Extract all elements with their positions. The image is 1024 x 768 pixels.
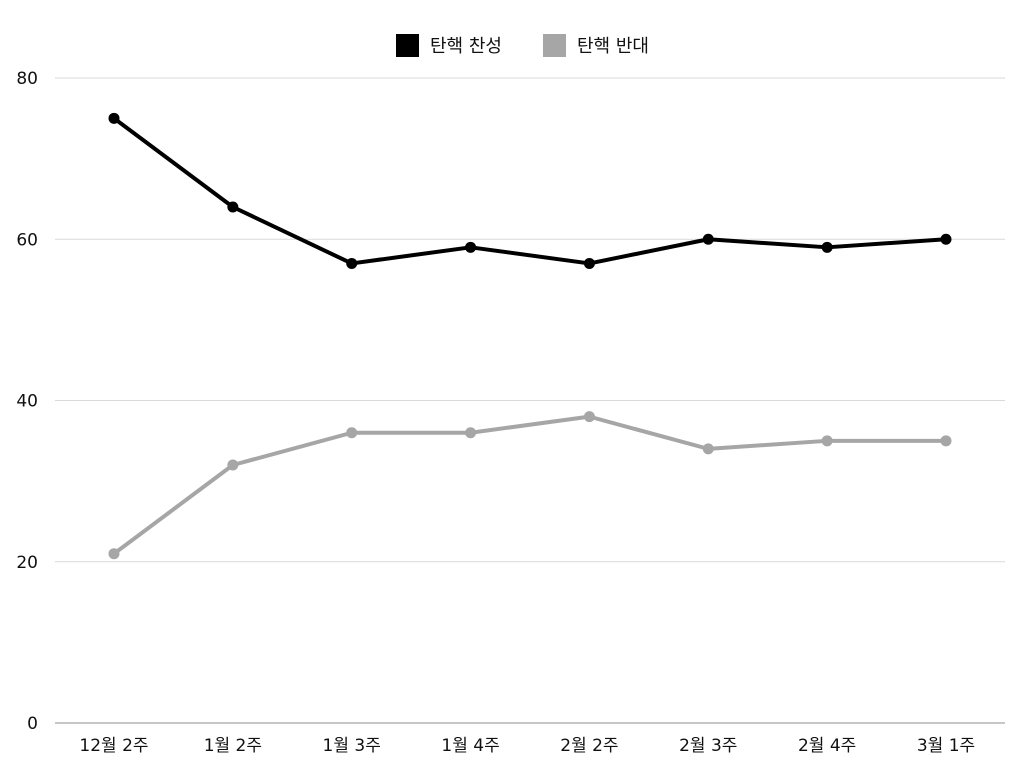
series-line-1 (112, 116, 948, 266)
y-tick-label: 60 (16, 230, 38, 250)
data-point (227, 201, 239, 213)
y-tick-label: 20 (16, 553, 38, 573)
y-tick-label: 80 (16, 69, 38, 89)
x-tick-label: 2월 3주 (679, 736, 737, 756)
x-tick-label: 3월 1주 (917, 736, 975, 756)
legend-swatch (543, 34, 566, 57)
data-point (821, 435, 833, 447)
legend: 탄핵 찬성 탄핵 반대 (396, 34, 649, 57)
data-point (940, 435, 952, 447)
x-tick-label: 2월 2주 (560, 736, 618, 756)
gridlines (55, 77, 1005, 563)
data-point (702, 233, 714, 245)
data-point (940, 233, 952, 245)
legend-swatch (396, 34, 419, 57)
data-point (702, 443, 714, 455)
legend-label: 탄핵 찬성 (430, 36, 502, 57)
data-point (465, 241, 477, 253)
series-line-2 (112, 414, 948, 556)
data-point (108, 112, 120, 124)
y-tick-label: 40 (16, 392, 38, 412)
series-lines (108, 112, 952, 560)
data-point (346, 427, 358, 439)
axes: 0 20 40 60 80 12월 2주 1월 2주 1월 3주 1월 4주 2월 2주 2월 3주… (16, 69, 1005, 756)
data-point (346, 257, 358, 269)
y-tick-label: 0 (27, 714, 38, 734)
legend-label: 탄핵 반대 (577, 36, 649, 57)
x-tick-label: 1월 4주 (441, 736, 499, 756)
x-tick-label: 1월 2주 (204, 736, 262, 756)
data-point (108, 548, 120, 560)
data-point (821, 241, 833, 253)
x-tick-label: 1월 3주 (323, 736, 381, 756)
data-point (583, 257, 595, 269)
data-point (227, 459, 239, 471)
x-tick-label: 2월 4주 (798, 736, 856, 756)
data-point (583, 411, 595, 423)
data-point (465, 427, 477, 439)
x-tick-label: 12월 2주 (79, 736, 148, 756)
